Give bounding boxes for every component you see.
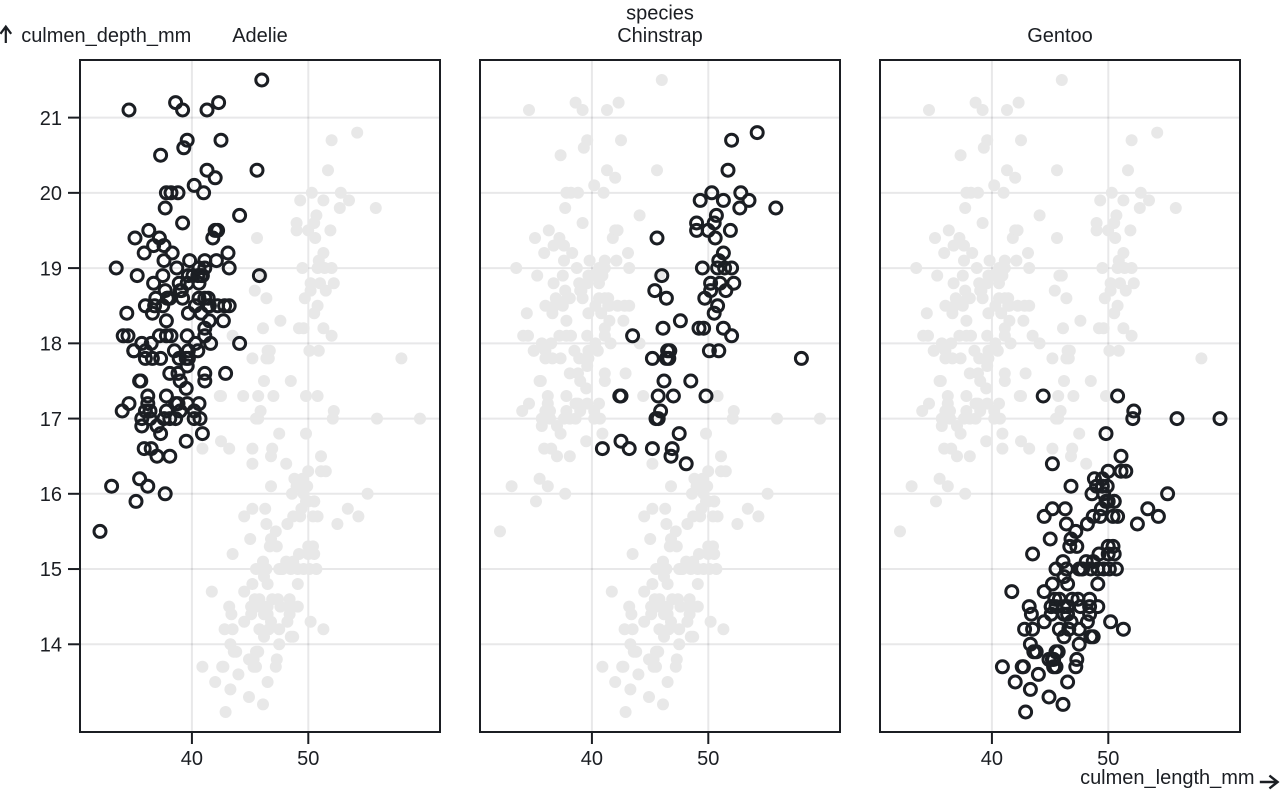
svg-text:50: 50 [697,748,719,770]
svg-text:50: 50 [1097,748,1119,770]
svg-text:Gentoo: Gentoo [1027,25,1093,47]
svg-text:50: 50 [297,748,319,770]
svg-text:20: 20 [40,183,62,205]
svg-text:40: 40 [181,748,203,770]
svg-text:16: 16 [40,484,62,506]
svg-text:culmen_depth_mm: culmen_depth_mm [21,25,191,47]
svg-text:Adelie: Adelie [232,25,288,47]
svg-text:17: 17 [40,409,62,431]
svg-text:Chinstrap: Chinstrap [617,25,703,47]
svg-text:14: 14 [40,634,62,656]
svg-text:18: 18 [40,334,62,356]
svg-text:species: species [626,3,694,25]
svg-text:15: 15 [40,559,62,581]
svg-text:19: 19 [40,258,62,280]
svg-text:culmen_length_mm: culmen_length_mm [1080,767,1255,789]
svg-text:40: 40 [981,748,1003,770]
svg-text:21: 21 [40,108,62,130]
svg-text:40: 40 [581,748,603,770]
